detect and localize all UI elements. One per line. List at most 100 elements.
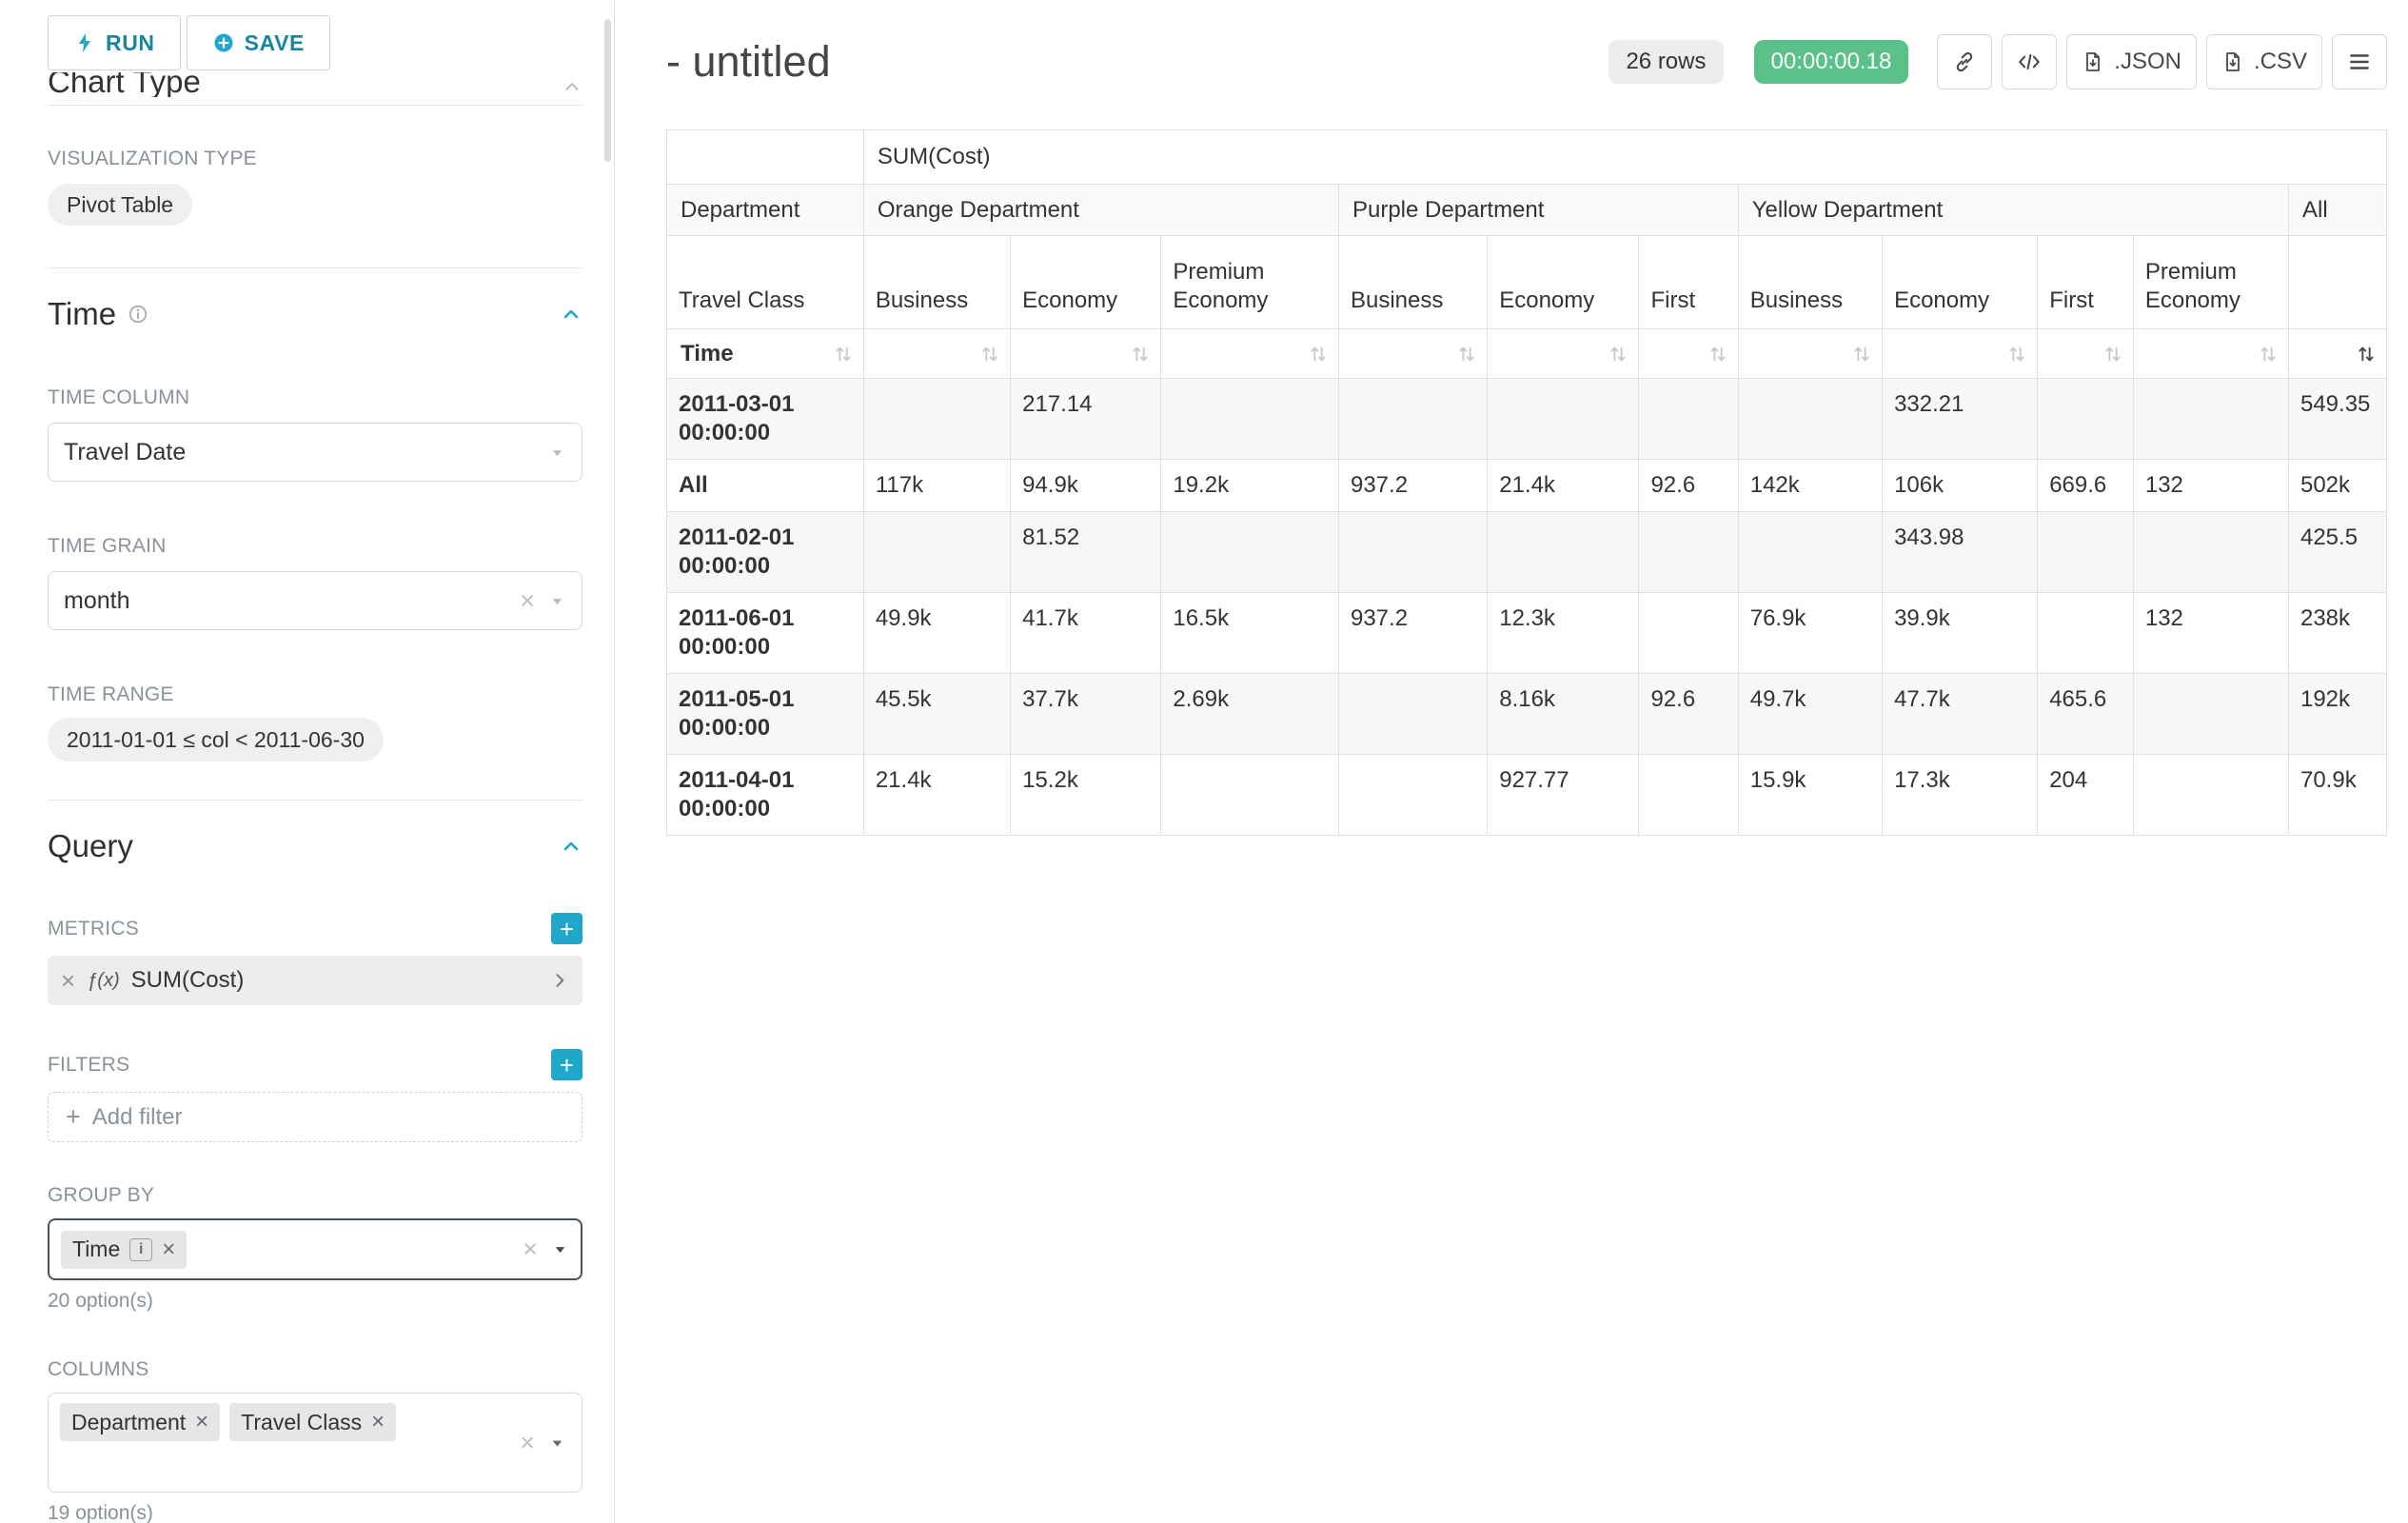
visualization-type-pill[interactable]: Pivot Table <box>48 184 192 226</box>
pivot-value-cell: 669.6 <box>2038 460 2134 512</box>
sort-icon[interactable] <box>979 344 1000 365</box>
chart-title[interactable]: - untitled <box>666 37 831 87</box>
pivot-value-cell: 2.69k <box>1161 674 1339 755</box>
time-range-pill[interactable]: 2011-01-01 ≤ col < 2011-06-30 <box>48 718 384 762</box>
pivot-value-cell <box>2133 379 2288 460</box>
pivot-table: SUM(Cost)DepartmentOrange DepartmentPurp… <box>666 129 2387 836</box>
clear-icon[interactable]: × <box>520 588 535 614</box>
code-icon <box>2017 49 2042 74</box>
pivot-time-sort-cell[interactable]: Time <box>667 329 864 379</box>
pivot-column-sort-cell[interactable] <box>863 329 1010 379</box>
divider <box>48 800 582 801</box>
copy-link-button[interactable] <box>1937 34 1992 89</box>
group-by-options-hint: 20 option(s) <box>48 1290 582 1313</box>
chart-type-section-header[interactable]: Chart Type <box>48 72 582 97</box>
pivot-column-sort-cell[interactable] <box>1738 329 1882 379</box>
pivot-row-header: All <box>667 460 864 512</box>
chevron-right-icon[interactable] <box>550 971 569 990</box>
group-by-select[interactable]: Timei× × <box>48 1218 582 1280</box>
pivot-value-cell: 19.2k <box>1161 460 1339 512</box>
pivot-class-header: First <box>2038 236 2134 329</box>
pivot-value-cell <box>1738 512 1882 593</box>
pivot-value-cell <box>1338 674 1487 755</box>
link-icon <box>1952 49 1977 74</box>
pivot-row-header: 2011-06-01 00:00:00 <box>667 593 864 674</box>
pivot-value-cell: 117k <box>863 460 1010 512</box>
chart-area: - untitled 26 rows 00:00:00.18 .JSON .CS… <box>615 0 2408 1523</box>
add-filter-plus-button[interactable]: + <box>551 1049 582 1080</box>
chart-toolbar: 26 rows 00:00:00.18 .JSON .CSV <box>1609 34 2387 89</box>
menu-button[interactable] <box>2332 34 2387 89</box>
pivot-column-sort-cell[interactable] <box>1338 329 1487 379</box>
pivot-value-cell: 37.7k <box>1011 674 1161 755</box>
pivot-colgroup-header: Yellow Department <box>1738 185 2288 236</box>
remove-pill-icon[interactable]: × <box>195 1411 208 1434</box>
chevron-up-icon[interactable] <box>562 76 582 97</box>
pivot-value-cell: 94.9k <box>1011 460 1161 512</box>
add-metric-button[interactable]: + <box>551 913 582 944</box>
pivot-column-sort-cell[interactable] <box>1639 329 1738 379</box>
sort-icon[interactable] <box>833 344 854 365</box>
save-button[interactable]: SAVE <box>187 15 330 70</box>
selected-option-pill[interactable]: Travel Class× <box>229 1403 396 1441</box>
sort-icon[interactable] <box>1130 344 1151 365</box>
remove-pill-icon[interactable]: × <box>371 1411 385 1434</box>
pivot-value-cell: 937.2 <box>1338 460 1487 512</box>
remove-metric-icon[interactable]: × <box>61 968 75 993</box>
add-filter-button[interactable]: + Add filter <box>48 1092 582 1142</box>
pivot-value-cell: 238k <box>2288 593 2386 674</box>
pill-label: Department <box>71 1410 186 1435</box>
time-column-select[interactable]: Travel Date <box>48 423 582 482</box>
pivot-column-sort-cell[interactable] <box>1883 329 2038 379</box>
pivot-colgroup-header: Orange Department <box>863 185 1338 236</box>
pivot-column-sort-cell[interactable] <box>2038 329 2134 379</box>
chart-type-heading: Chart Type <box>48 72 201 97</box>
sort-icon[interactable] <box>2006 344 2027 365</box>
time-grain-select[interactable]: month × <box>48 571 582 630</box>
pivot-data-row: All117k94.9k19.2k937.221.4k92.6142k106k6… <box>667 460 2387 512</box>
pivot-value-cell: 17.3k <box>1883 755 2038 836</box>
query-section-header[interactable]: Query <box>48 827 582 865</box>
clear-icon[interactable]: × <box>520 1430 535 1455</box>
download-csv-button[interactable]: .CSV <box>2206 34 2322 89</box>
pivot-value-cell: 49.7k <box>1738 674 1882 755</box>
download-json-button[interactable]: .JSON <box>2066 34 2197 89</box>
query-timer-badge: 00:00:00.18 <box>1754 40 1909 84</box>
remove-pill-icon[interactable]: × <box>162 1238 175 1261</box>
divider <box>48 267 582 268</box>
clear-icon[interactable]: × <box>523 1236 538 1262</box>
pivot-column-sort-cell[interactable] <box>2133 329 2288 379</box>
pivot-value-cell: 142k <box>1738 460 1882 512</box>
collapse-chevron-icon[interactable] <box>560 303 582 326</box>
run-button[interactable]: RUN <box>48 15 181 70</box>
sort-icon[interactable] <box>1456 344 1477 365</box>
pivot-class-header <box>2288 236 2386 329</box>
group-by-pills: Timei× <box>61 1231 523 1269</box>
sort-icon[interactable] <box>2102 344 2123 365</box>
pivot-data-row: 2011-05-01 00:00:0045.5k37.7k2.69k8.16k9… <box>667 674 2387 755</box>
pivot-column-sort-cell[interactable] <box>1011 329 1161 379</box>
selected-option-pill[interactable]: Timei× <box>61 1231 187 1269</box>
pivot-column-sort-cell[interactable] <box>1161 329 1339 379</box>
pivot-value-cell: 204 <box>2038 755 2134 836</box>
sort-icon[interactable] <box>2258 344 2279 365</box>
sort-icon[interactable] <box>1851 344 1872 365</box>
row-count-badge: 26 rows <box>1609 40 1723 84</box>
sidebar-scrollbar[interactable] <box>604 19 611 162</box>
pivot-column-sort-cell[interactable] <box>1488 329 1639 379</box>
hamburger-icon <box>2347 49 2372 74</box>
sort-icon[interactable] <box>1707 344 1728 365</box>
metric-chip[interactable]: × ƒ(x) SUM(Cost) <box>48 956 582 1005</box>
sort-icon[interactable] <box>1608 344 1628 365</box>
selected-option-pill[interactable]: Department × <box>60 1403 220 1441</box>
sort-icon[interactable] <box>1308 344 1329 365</box>
pivot-column-sort-cell[interactable] <box>2288 329 2386 379</box>
pivot-value-cell <box>2133 755 2288 836</box>
pivot-value-cell: 192k <box>2288 674 2386 755</box>
view-query-button[interactable] <box>2002 34 2057 89</box>
sort-icon[interactable] <box>2356 344 2377 365</box>
columns-select[interactable]: Department×Travel Class× × <box>48 1393 582 1493</box>
time-section-header[interactable]: Time <box>48 295 582 333</box>
pivot-value-cell <box>1639 755 1738 836</box>
collapse-chevron-icon[interactable] <box>560 835 582 858</box>
